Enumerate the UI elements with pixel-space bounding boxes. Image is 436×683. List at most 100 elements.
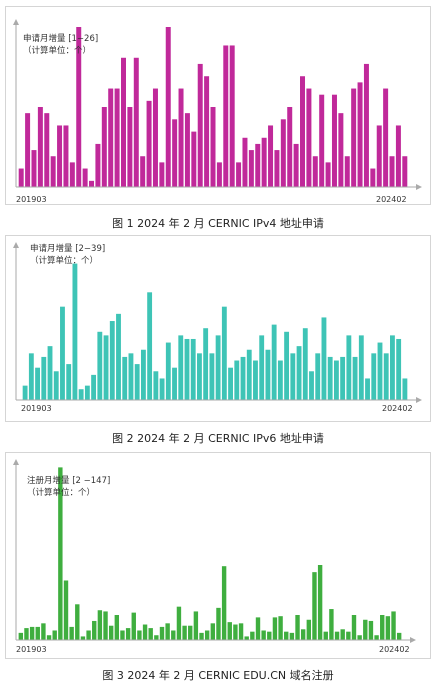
chart-2-bar (215, 335, 221, 400)
chart-2-bar (234, 360, 240, 400)
chart-1-bar (312, 156, 318, 187)
chart-2-bar (203, 328, 209, 400)
chart-3-bar (171, 630, 176, 640)
chart-1-bar (63, 125, 69, 187)
chart-3-x-arrow (410, 637, 416, 643)
chart-1-bar (89, 180, 95, 187)
chart-1-bar (165, 27, 171, 187)
chart-3-bar (351, 615, 357, 640)
chart-3-bar (176, 606, 182, 640)
chart-1-bar (44, 113, 50, 187)
chart-2-bar (340, 356, 346, 400)
caption-2: 图 2 2024 年 2 月 CERNIC IPv6 地址申请 (112, 432, 324, 445)
chart-3-bar (374, 635, 379, 640)
chart-2-bar (35, 367, 40, 400)
chart-3-bar (69, 626, 74, 640)
chart-1-x-end: 202402 (376, 195, 407, 204)
chart-2-bar (302, 328, 308, 400)
chart-svg-1 (13, 19, 422, 190)
chart-2-bar (159, 378, 165, 400)
chart-1-bar (376, 125, 382, 187)
chart-2-bar (253, 360, 258, 400)
chart-2-bar (103, 335, 109, 400)
chart-1-bar (95, 143, 101, 187)
chart-1-bar (101, 107, 107, 187)
chart-3-bar (368, 620, 374, 640)
chart-2-bar (78, 389, 84, 400)
chart-1-bar (25, 113, 31, 187)
chart-2-bar (53, 371, 59, 400)
chart-2-bar (60, 306, 65, 400)
chart-1-bar (159, 162, 165, 187)
chart-panel-3: 注册月增量 [2 −147] （计算单位：个） 201903 202402 (5, 452, 431, 659)
chart-3-bar (92, 620, 97, 640)
chart-1-bar (69, 162, 75, 187)
chart-3-bar (63, 580, 69, 640)
chart-panel-1: 申请月增量 [1−26] （计算单位：个） 201903 202402 (5, 6, 431, 205)
chart-3-bar (284, 631, 289, 640)
chart-3-x-end: 202402 (379, 645, 410, 654)
chart-1-bar (178, 88, 184, 187)
chart-2-bar (140, 349, 146, 400)
chart-1-bar (229, 45, 235, 188)
chart-2-bar (122, 356, 128, 400)
chart-3-bar (233, 624, 238, 640)
chart-3-bar (306, 619, 312, 640)
chart-1-x-start: 201903 (16, 195, 47, 204)
chart-1-bar (197, 63, 203, 187)
chart-3-bar (227, 622, 232, 640)
chart-1-bar (287, 107, 293, 187)
chart-1-bar (108, 88, 114, 187)
chart-2-bar (209, 353, 215, 400)
chart-3-bar (188, 625, 193, 640)
chart-2-title: 申请月增量 [2−39] (30, 244, 106, 254)
chart-1-unit: （计算单位：个） (23, 46, 92, 56)
chart-3-bar (261, 630, 266, 640)
chart-1-bar (370, 168, 376, 187)
chart-2-bar (390, 335, 395, 400)
chart-2-bar (290, 353, 296, 400)
chart-1-x-arrow (416, 184, 422, 190)
chart-3-bar (295, 615, 300, 640)
chart-2-bar (197, 353, 202, 400)
chart-3-bar (250, 631, 255, 640)
chart-3-bar (125, 628, 131, 640)
chart-1-bar (395, 125, 401, 187)
chart-3-bar (255, 617, 261, 640)
chart-3-bar (334, 631, 340, 640)
chart-2-x-arrow (416, 397, 422, 403)
chart-3-bar (18, 632, 24, 640)
chart-2-bar (91, 374, 97, 400)
chart-1-bar (319, 94, 325, 187)
chart-2-bar (97, 331, 103, 400)
chart-1-bar (255, 143, 261, 187)
chart-1-bar (383, 88, 389, 187)
chart-2-bar (284, 331, 290, 400)
chart-1-bar (261, 137, 267, 187)
chart-3-x-start: 201903 (16, 645, 47, 654)
chart-3-bar (323, 631, 328, 640)
chart-panel-2: 申请月增量 [2−39] （计算单位：个） 201903 202402 (5, 235, 431, 422)
chart-3-bar (148, 628, 153, 640)
chart-1-y-arrow (13, 19, 19, 25)
chart-3-bar (396, 632, 402, 640)
chart-1-bar (133, 57, 139, 187)
chart-2-bar (271, 324, 277, 400)
chart-2-bar (221, 306, 227, 400)
chart-2-bar (116, 313, 121, 400)
chart-1-bar (268, 125, 274, 187)
chart-3-bar (193, 611, 199, 640)
chart-3-bar (46, 635, 52, 640)
chart-3-unit: （计算单位：个） (27, 488, 96, 498)
chart-svg-2 (13, 242, 422, 403)
chart-3-bar (380, 615, 385, 640)
chart-1-bar (300, 76, 305, 187)
chart-1-bar (18, 168, 24, 187)
chart-2-bar (66, 364, 72, 400)
chart-2-bar (28, 353, 34, 400)
chart-2-bar (346, 335, 352, 400)
chart-2-bar (153, 371, 159, 400)
chart-1-bar (146, 100, 152, 187)
chart-3-bar (346, 631, 351, 640)
chart-1-bar (184, 113, 190, 187)
